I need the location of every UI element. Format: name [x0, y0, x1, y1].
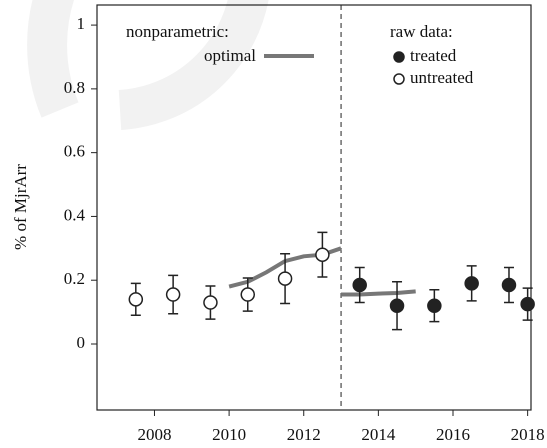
- x-tick-label: 2010: [212, 425, 246, 444]
- y-axis-label: % of MjrArr: [11, 164, 30, 250]
- legend-label: treated: [410, 46, 457, 65]
- data-point: [352, 277, 367, 293]
- data-point: [240, 287, 256, 302]
- y-tick-label: 0: [77, 333, 86, 352]
- data-point: [501, 277, 517, 293]
- legend-title: raw data:: [390, 22, 453, 41]
- data-point: [520, 296, 535, 312]
- data-point: [464, 276, 479, 291]
- plot-frame: [96, 4, 532, 411]
- data-point: [389, 298, 405, 313]
- y-tick-label: 0.6: [64, 142, 85, 161]
- data-point: [165, 287, 181, 302]
- legend-label: untreated: [410, 68, 474, 87]
- x-tick-label: 2018: [511, 425, 545, 444]
- x-tick-label: 2016: [436, 425, 470, 444]
- data-point: [427, 298, 442, 313]
- data-point: [277, 271, 293, 286]
- watermark: [118, 0, 269, 130]
- y-tick-label: 0.4: [64, 205, 86, 224]
- legend-label: optimal: [204, 46, 256, 65]
- data-point: [128, 292, 144, 307]
- x-tick-label: 2014: [361, 425, 396, 444]
- data-point: [315, 247, 330, 262]
- watermark: [27, 0, 79, 118]
- legend-title: nonparametric:: [126, 22, 229, 41]
- y-tick-label: 0.8: [64, 78, 85, 97]
- legend-swatch: [393, 73, 405, 85]
- x-tick-label: 2012: [287, 425, 321, 444]
- y-tick-label: 0.2: [64, 269, 85, 288]
- y-tick-label: 1: [77, 14, 86, 33]
- x-tick-label: 2008: [137, 425, 171, 444]
- data-point: [203, 295, 218, 310]
- legend-swatch: [393, 51, 405, 63]
